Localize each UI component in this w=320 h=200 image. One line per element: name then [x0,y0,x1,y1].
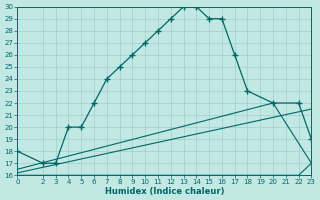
X-axis label: Humidex (Indice chaleur): Humidex (Indice chaleur) [105,187,224,196]
